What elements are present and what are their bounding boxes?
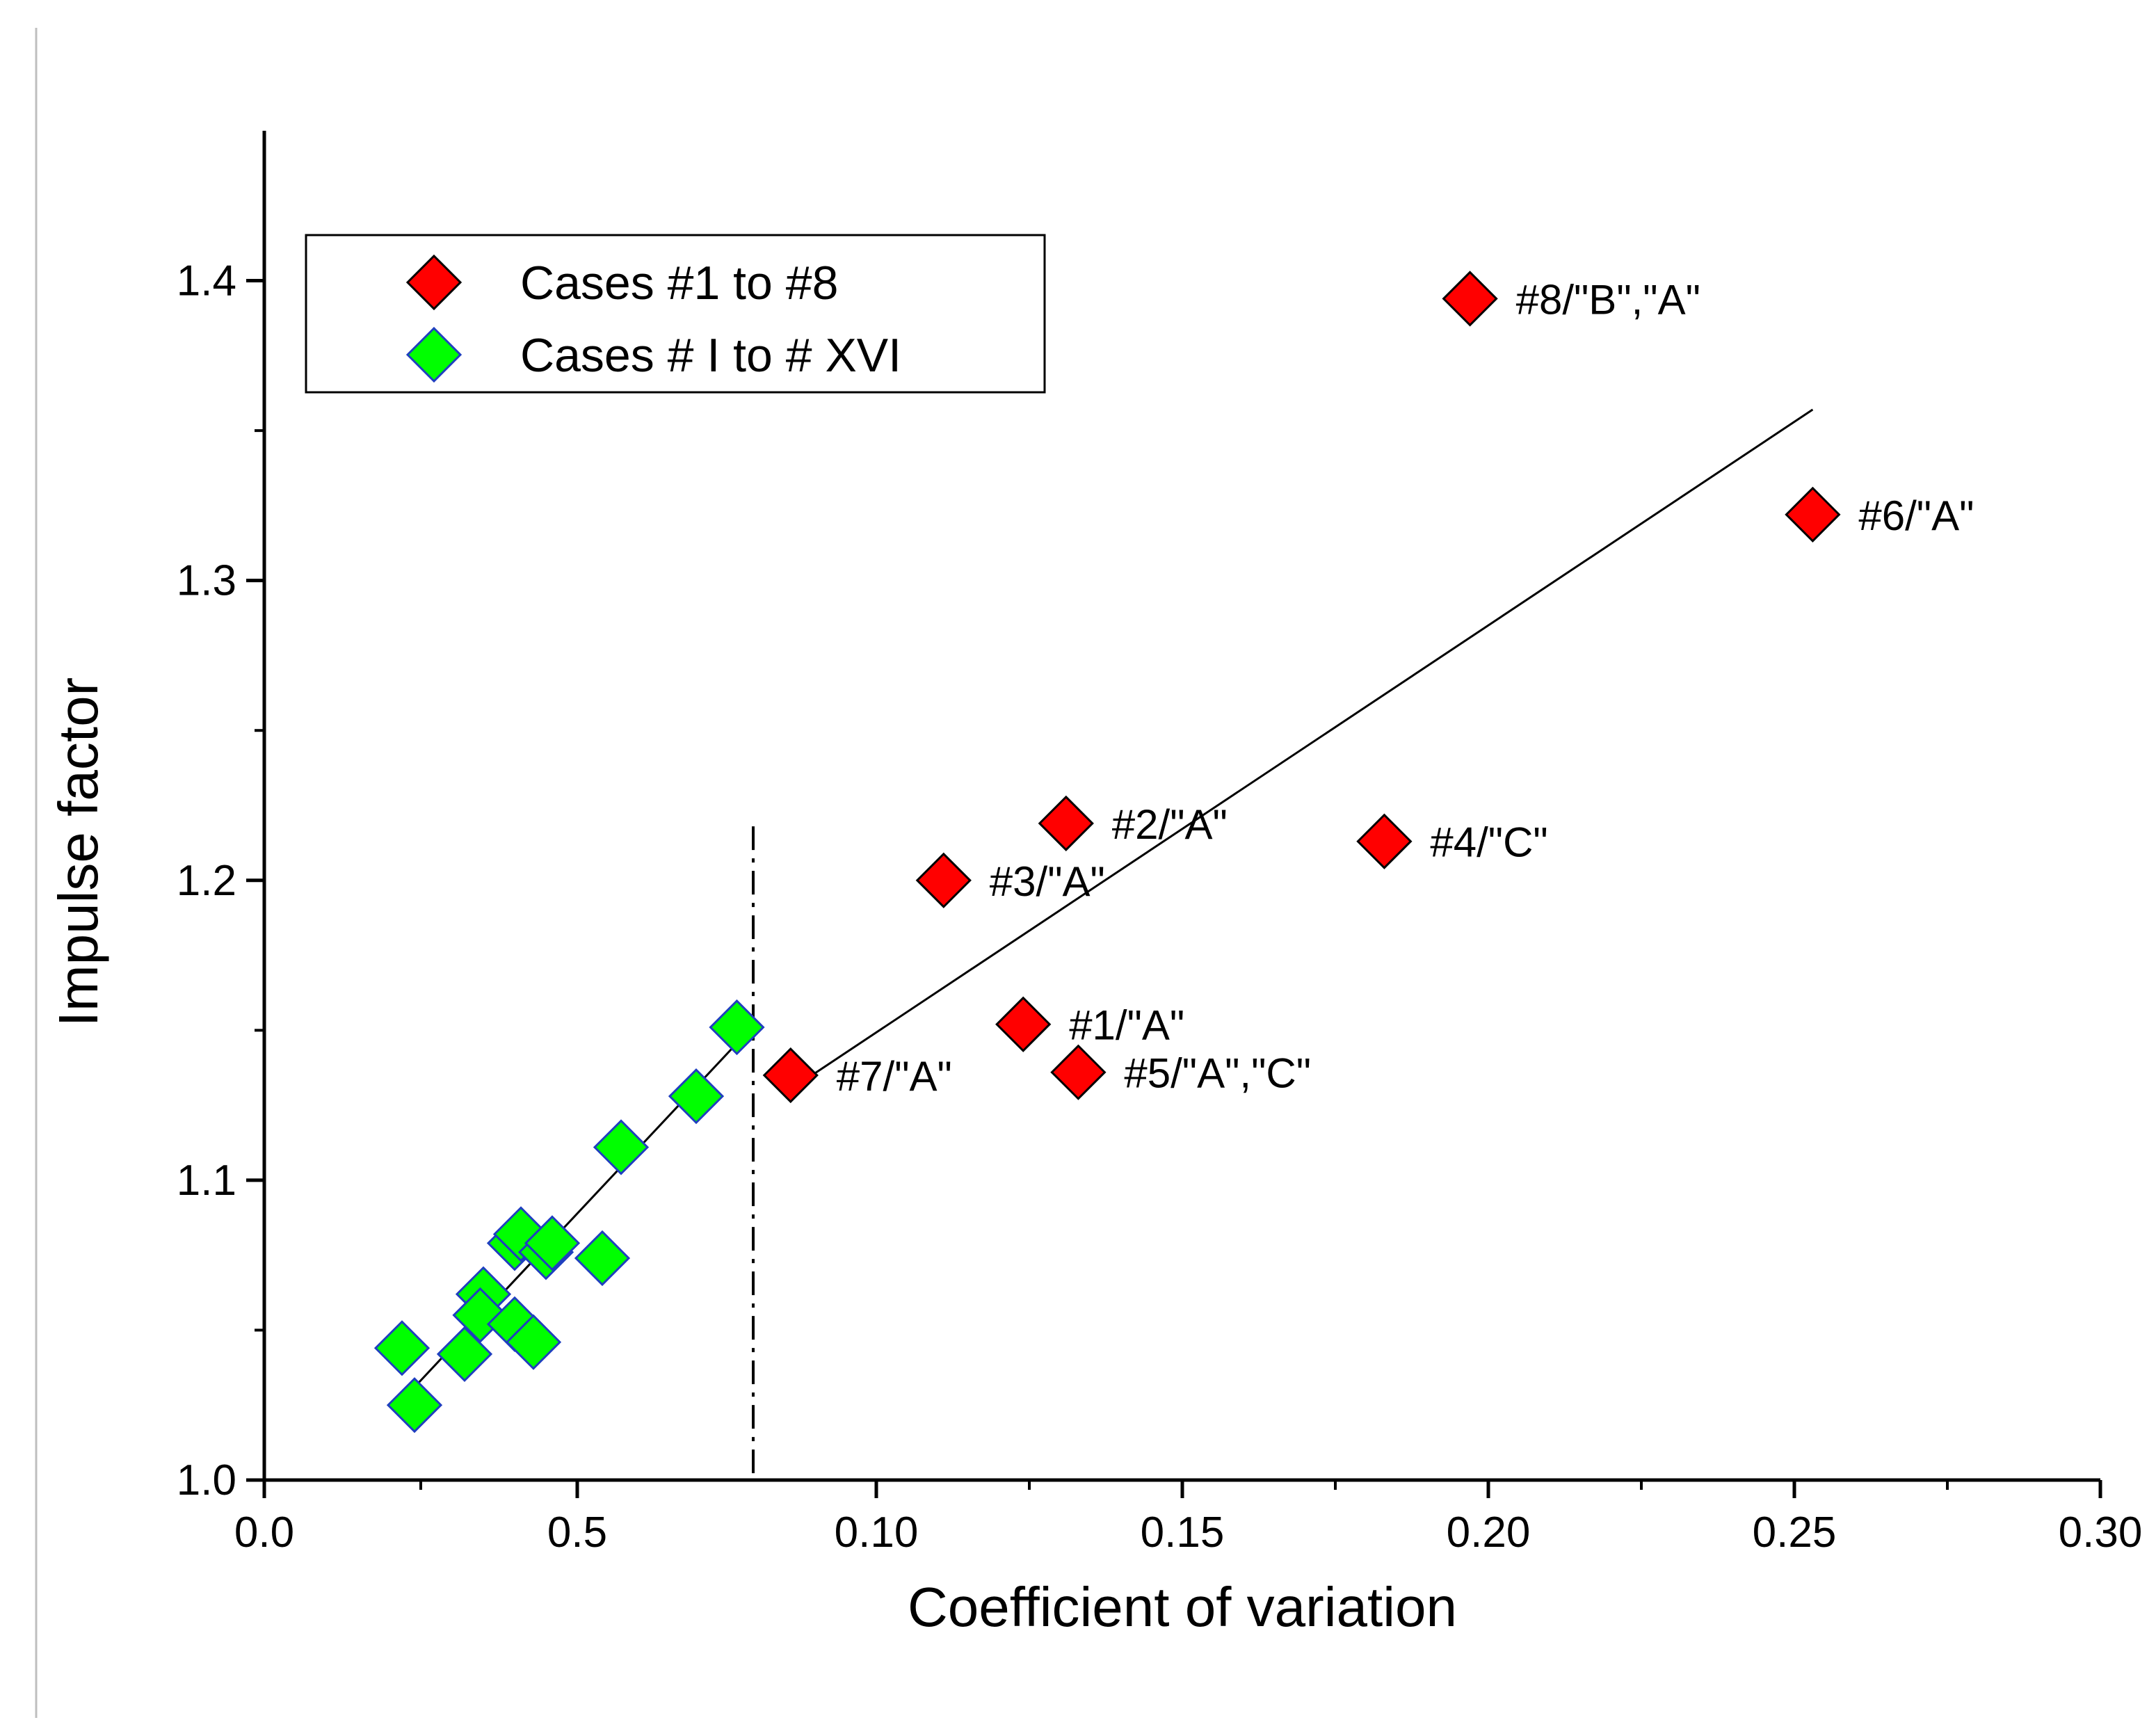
- green-diamond-point: [386, 1377, 443, 1433]
- y-tick-label: 1.2: [177, 857, 236, 905]
- legend-marker-red: [405, 254, 462, 311]
- red-diamond-point: [762, 1047, 819, 1104]
- point-labels: #1/"A" #2/"A"#3/"A" #4/"C" #5/"A","C" #6/"A"…: [837, 276, 1974, 1100]
- green-diamond-point: [668, 1068, 725, 1125]
- x-tick-label: 0.15: [1141, 1509, 1225, 1557]
- red-diamond-point: [915, 852, 972, 908]
- red-diamond-point: [1442, 271, 1498, 327]
- x-tick-label: 0.20: [1447, 1509, 1531, 1557]
- red-diamond-point: [995, 996, 1052, 1052]
- green-diamond-point: [709, 999, 765, 1056]
- legend: Cases #1 to #8 Cases # I to # XVI: [305, 234, 1046, 394]
- green-diamond-point: [593, 1119, 650, 1175]
- green-diamond-point: [492, 1206, 549, 1262]
- legend-label-green: Cases # I to # XVI: [520, 329, 901, 382]
- x-tick-label: 0.5: [547, 1509, 607, 1557]
- legend-marker-green: [405, 326, 462, 383]
- point-label: #7/"A": [837, 1053, 952, 1100]
- data-points: [373, 271, 1841, 1433]
- green-diamond-point: [524, 1215, 581, 1271]
- y-tick-label: 1.1: [177, 1157, 236, 1205]
- point-label: #2/"A": [1112, 801, 1228, 848]
- x-tick-label: 0.25: [1753, 1509, 1837, 1557]
- green-diamond-point: [574, 1230, 631, 1287]
- green-diamond-point: [373, 1320, 431, 1376]
- x-tick-label: 0.0: [234, 1509, 294, 1557]
- point-label: #6/"A": [1858, 492, 1974, 539]
- x-tick-label: 0.10: [835, 1509, 919, 1557]
- red-diamond-point: [1038, 795, 1094, 851]
- green-diamond-point: [436, 1326, 493, 1383]
- point-label: #5/"A","C": [1124, 1050, 1311, 1097]
- point-label: #1/"A": [1069, 1002, 1184, 1049]
- fit-lines: [413, 408, 1814, 1388]
- x-axis-title: Coefficient of variation: [908, 1576, 1457, 1638]
- x-tick-label: 0.30: [2059, 1509, 2143, 1557]
- fit-line: [802, 408, 1814, 1082]
- point-label: #3/"A": [990, 858, 1105, 905]
- red-diamond-point: [1785, 486, 1841, 542]
- point-label: #4/"C": [1430, 819, 1547, 866]
- green-diamond-point: [452, 1287, 508, 1344]
- y-tick-label: 1.4: [177, 257, 236, 305]
- green-diamond-point: [505, 1314, 562, 1370]
- red-diamond-point: [1050, 1044, 1107, 1100]
- y-tick-label: 1.0: [177, 1456, 236, 1504]
- red-diamond-point: [1356, 813, 1413, 869]
- legend-label-red: Cases #1 to #8: [520, 257, 838, 310]
- axes: 1.0 1.1 1.2 1.3 1.4 0.0 0.5 0.10 0.15 0.20 0.25 0.3…: [177, 131, 2143, 1557]
- y-axis-title: Impulse factor: [47, 677, 109, 1027]
- point-label: #8/"B","A": [1516, 276, 1700, 323]
- y-tick-label: 1.3: [177, 557, 236, 605]
